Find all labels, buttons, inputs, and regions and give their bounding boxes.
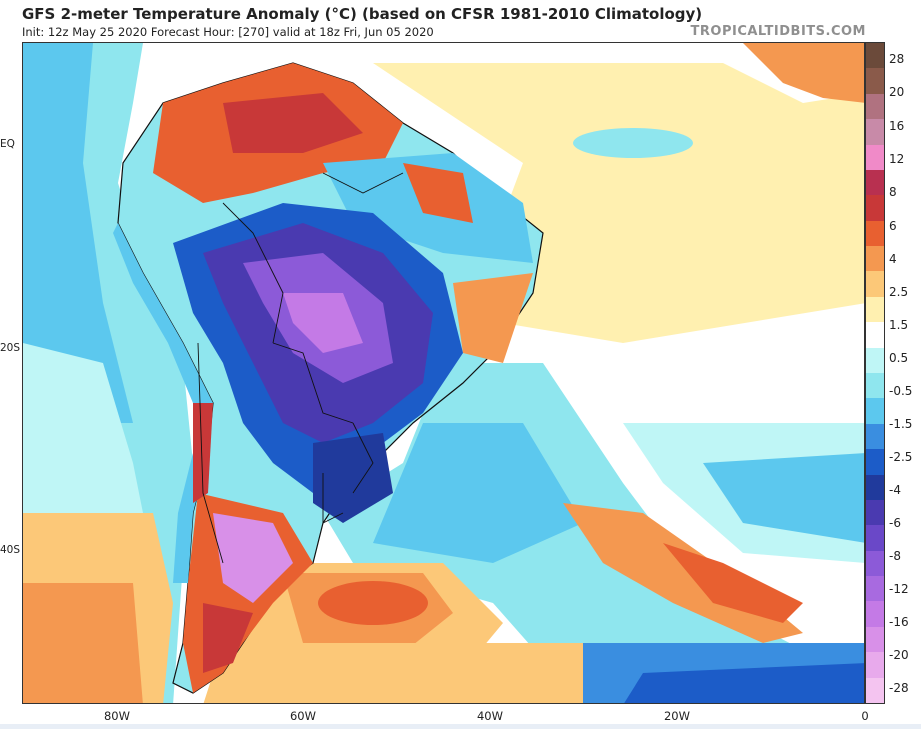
southern-ocean-cold: [624, 663, 864, 703]
atlantic-cool-patch: [573, 128, 693, 158]
southern-chile-hot: [203, 603, 253, 673]
colorbar-label: -8: [889, 549, 901, 563]
lat-label-40s: 40S: [0, 544, 21, 556]
colorbar-label: 28: [889, 52, 905, 66]
colorbar-label: -1.5: [889, 417, 913, 431]
colorbar-cell: [866, 423, 884, 450]
colorbar-label: 6: [889, 219, 897, 233]
atlantic-north-warm: [373, 63, 864, 343]
colorbar-cell: [866, 525, 884, 552]
colorbar: [865, 42, 885, 704]
chile-warm-strip: [193, 403, 213, 503]
colorbar-label: 16: [889, 119, 905, 133]
argentine-sea-hot: [318, 581, 428, 625]
colorbar-label: 12: [889, 152, 905, 166]
lon-label-80w: 80W: [103, 709, 131, 723]
uruguay-cold: [313, 433, 393, 523]
northeast-brazil-warm: [453, 273, 533, 363]
colorbar-cell: [866, 398, 884, 425]
lon-label-60w: 60W: [289, 709, 317, 723]
border-bolivia: [272, 342, 354, 424]
pacific-cool-core: [23, 43, 133, 423]
atlantic-warm-core: [663, 543, 803, 623]
central-extreme-cold: [283, 293, 363, 353]
colorbar-cell: [866, 474, 884, 501]
colorbar-label: 0.5: [889, 351, 909, 365]
colorbar-cell: [866, 499, 884, 526]
atlantic-east-cool: [703, 453, 864, 543]
andes-coast-cool: [113, 223, 213, 583]
colorbar-cell: [866, 93, 884, 120]
andes-anomaly: [213, 513, 293, 603]
colorbar-cell: [866, 373, 884, 399]
colorbar-cell: [866, 449, 884, 476]
colorbar-label: -16: [889, 615, 909, 629]
bottom-strip: [0, 724, 921, 729]
anomaly-map: [22, 42, 865, 704]
lon-label-20w: 20W: [663, 709, 691, 723]
colorbar-cell: [866, 195, 884, 222]
colorbar-cell: [866, 246, 884, 272]
colorbar-cell: [866, 601, 884, 628]
colorbar-label: -0.5: [889, 384, 913, 398]
border-uruguay: [322, 473, 344, 524]
lat-label-20s: 20S: [0, 342, 21, 354]
pacific-warm-core: [23, 583, 143, 703]
colorbar-cell: [866, 43, 884, 69]
border-venezuela-brazil: [322, 172, 404, 194]
colorbar-cell: [866, 347, 884, 374]
colorbar-label: 4: [889, 252, 897, 266]
colorbar-cell: [866, 652, 884, 679]
border-paraguay: [352, 422, 374, 494]
atlantic-cool-core: [373, 423, 583, 563]
colorbar-label: -28: [889, 681, 909, 695]
colorbar-cell: [866, 169, 884, 196]
map-title: GFS 2-meter Temperature Anomaly (°C) (ba…: [22, 5, 703, 23]
pacific-pale: [23, 343, 143, 513]
border-peru-brazil: [222, 202, 284, 344]
lat-label-eq: EQ: [0, 138, 15, 150]
colorbar-cell: [866, 119, 884, 146]
colorbar-cell: [866, 144, 884, 171]
anomaly-field: [23, 43, 864, 703]
lon-label-0: 0: [861, 709, 869, 723]
colorbar-label: -12: [889, 582, 909, 596]
colorbar-cell: [866, 550, 884, 577]
colorbar-label: -20: [889, 648, 909, 662]
south-atlantic-warm: [203, 643, 583, 703]
northern-sa-hot: [223, 93, 363, 153]
colorbar-cell: [866, 296, 884, 323]
lon-label-40w: 40W: [476, 709, 504, 723]
colorbar-label: 1.5: [889, 318, 909, 332]
border-chile-argentina: [197, 342, 224, 564]
northern-brazil-warm: [403, 163, 473, 223]
colorbar-cell: [866, 677, 884, 704]
colorbar-cell: [866, 68, 884, 95]
africa-warm: [743, 43, 864, 103]
colorbar-cell: [866, 220, 884, 247]
colorbar-label: -2.5: [889, 450, 913, 464]
map-subtitle: Init: 12z May 25 2020 Forecast Hour: [27…: [22, 25, 434, 39]
colorbar-cell: [866, 271, 884, 298]
colorbar-label: 8: [889, 185, 897, 199]
country-borders: [197, 172, 404, 564]
colorbar-label: 2.5: [889, 285, 909, 299]
colorbar-cell: [866, 322, 884, 349]
colorbar-cell: [866, 626, 884, 653]
colorbar-label: -4: [889, 483, 901, 497]
watermark: TROPICALTIDBITS.COM: [690, 24, 866, 39]
colorbar-label: -6: [889, 516, 901, 530]
colorbar-cell: [866, 576, 884, 602]
colorbar-label: 20: [889, 85, 905, 99]
